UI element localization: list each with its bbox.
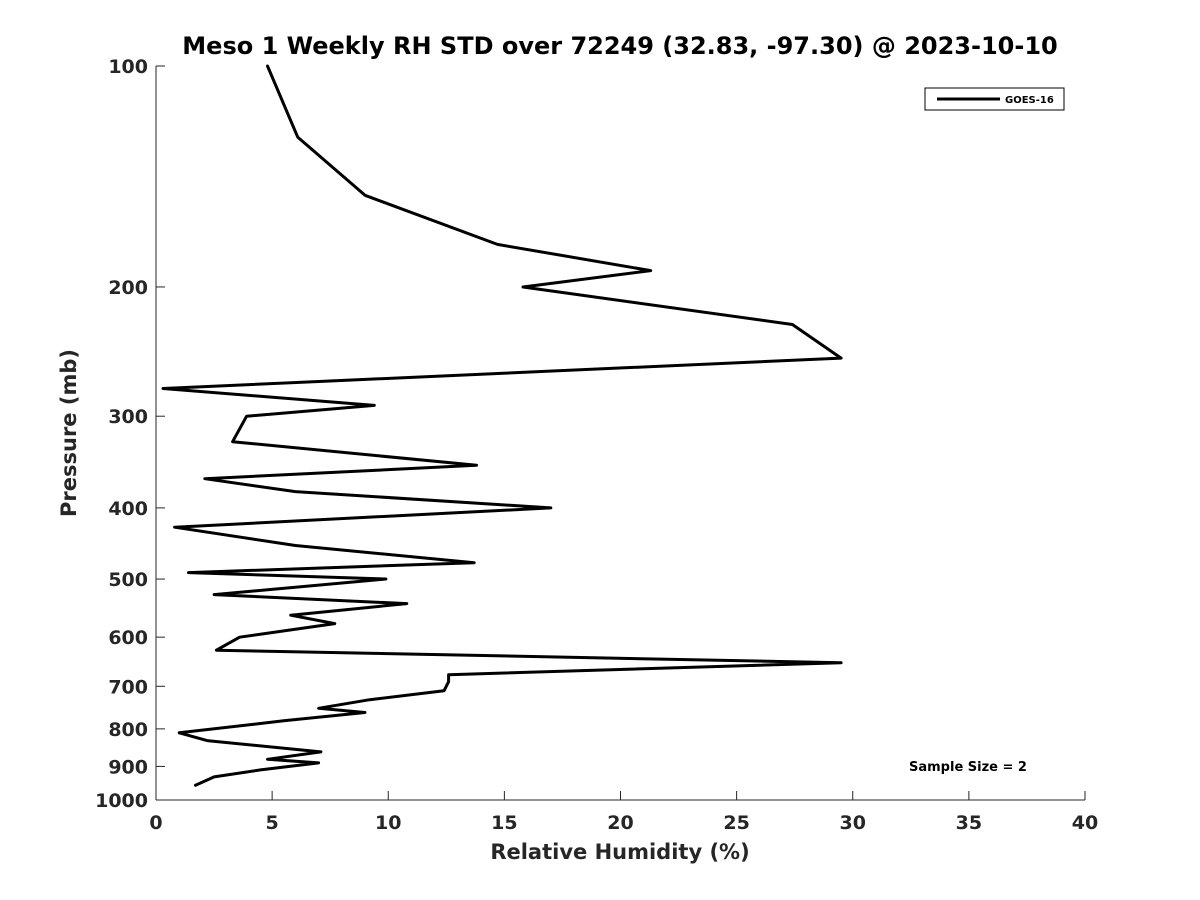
y-tick-label: 600	[108, 627, 148, 649]
x-tick-label: 10	[375, 812, 401, 834]
chart-title: Meso 1 Weekly RH STD over 72249 (32.83, …	[182, 32, 1057, 60]
legend: GOES-16	[924, 87, 1065, 111]
y-tick-label: 1000	[95, 790, 148, 812]
series-line-goes16	[161, 64, 843, 787]
x-tick-label: 25	[723, 812, 749, 834]
x-tick-label: 30	[840, 812, 866, 834]
x-tick-label: 35	[956, 812, 982, 834]
y-tick-label: 700	[108, 676, 148, 698]
series-layer	[161, 64, 843, 787]
y-tick-label: 500	[108, 569, 148, 591]
x-tick-label: 15	[491, 812, 517, 834]
x-tick-label: 5	[266, 812, 279, 834]
x-axis-label: Relative Humidity (%)	[490, 840, 749, 864]
y-axis-label: Pressure (mb)	[57, 349, 81, 517]
legend-label-goes16: GOES-16	[1005, 95, 1054, 106]
y-tick-label: 300	[108, 406, 148, 428]
y-axis-ticks: 100 200 300 400 500 600 700 800 900 1000	[95, 56, 165, 812]
x-tick-label: 40	[1072, 812, 1098, 834]
y-tick-label: 900	[108, 756, 148, 778]
sample-size-annotation: Sample Size = 2	[909, 760, 1027, 775]
x-tick-label: 0	[149, 812, 162, 834]
y-tick-label: 400	[108, 498, 148, 520]
x-tick-label: 20	[607, 812, 633, 834]
y-tick-label: 800	[108, 719, 148, 741]
y-tick-label: 100	[108, 56, 148, 78]
y-tick-label: 200	[108, 277, 148, 299]
x-axis-ticks: 0 5 10 15 20 25 30 35 40	[149, 791, 1098, 834]
